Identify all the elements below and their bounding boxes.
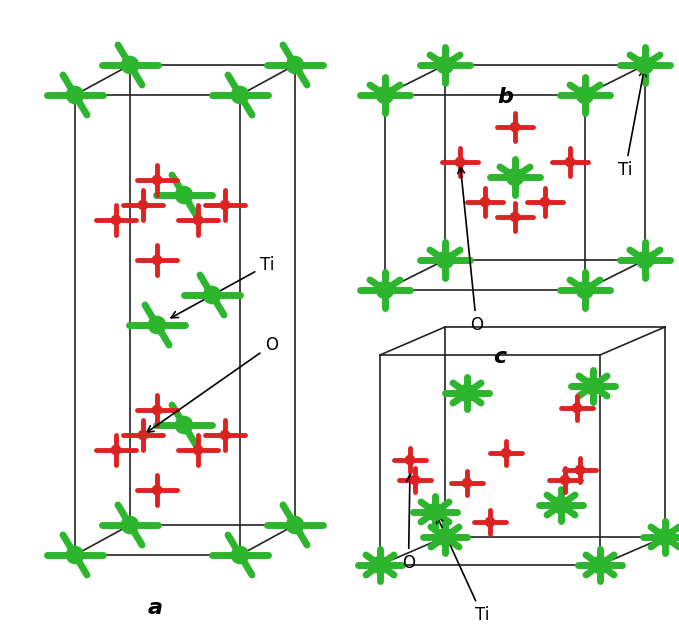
Point xyxy=(509,122,520,132)
Point xyxy=(485,517,496,527)
Point xyxy=(580,285,591,295)
Point xyxy=(640,60,650,70)
Point xyxy=(124,60,135,70)
Text: O: O xyxy=(147,336,278,432)
Text: Ti: Ti xyxy=(618,69,646,179)
Point xyxy=(151,320,162,330)
Point xyxy=(69,90,80,100)
Point xyxy=(193,215,204,225)
Point xyxy=(595,560,606,570)
Point xyxy=(138,200,149,210)
Point xyxy=(405,455,416,465)
Point xyxy=(439,532,450,542)
Point xyxy=(193,445,204,455)
Point xyxy=(234,90,245,100)
Point xyxy=(151,405,162,415)
Point xyxy=(124,520,135,530)
Point xyxy=(555,500,566,510)
Point xyxy=(219,200,230,210)
Point xyxy=(454,157,465,167)
Point xyxy=(234,550,245,560)
Point xyxy=(151,485,162,495)
Point xyxy=(574,465,585,475)
Point xyxy=(111,215,122,225)
Point xyxy=(179,190,189,200)
Point xyxy=(659,532,670,542)
Point xyxy=(206,290,217,300)
Point xyxy=(580,90,591,100)
Point xyxy=(289,520,300,530)
Point xyxy=(572,403,583,413)
Point xyxy=(219,430,230,440)
Point xyxy=(289,60,300,70)
Point xyxy=(559,475,570,485)
Point xyxy=(375,560,386,570)
Point xyxy=(640,255,650,265)
Point xyxy=(462,388,473,398)
Point xyxy=(509,212,520,222)
Text: Ti: Ti xyxy=(437,516,490,624)
Point xyxy=(564,157,575,167)
Text: O: O xyxy=(458,167,483,334)
Point xyxy=(179,420,189,430)
Point xyxy=(69,550,80,560)
Point xyxy=(111,445,122,455)
Point xyxy=(509,172,520,182)
Point xyxy=(540,197,551,207)
Point xyxy=(380,90,390,100)
Point xyxy=(439,255,450,265)
Point xyxy=(430,507,441,517)
Point xyxy=(462,478,473,488)
Point xyxy=(587,381,598,391)
Point xyxy=(409,475,420,485)
Point xyxy=(151,175,162,185)
Point xyxy=(138,430,149,440)
Text: O: O xyxy=(402,475,415,572)
Point xyxy=(479,197,490,207)
Point xyxy=(151,255,162,265)
Text: b: b xyxy=(497,87,513,107)
Point xyxy=(380,285,390,295)
Point xyxy=(439,60,450,70)
Text: a: a xyxy=(147,598,162,618)
Point xyxy=(500,448,511,458)
Text: c: c xyxy=(494,347,507,367)
Text: Ti: Ti xyxy=(171,256,274,318)
